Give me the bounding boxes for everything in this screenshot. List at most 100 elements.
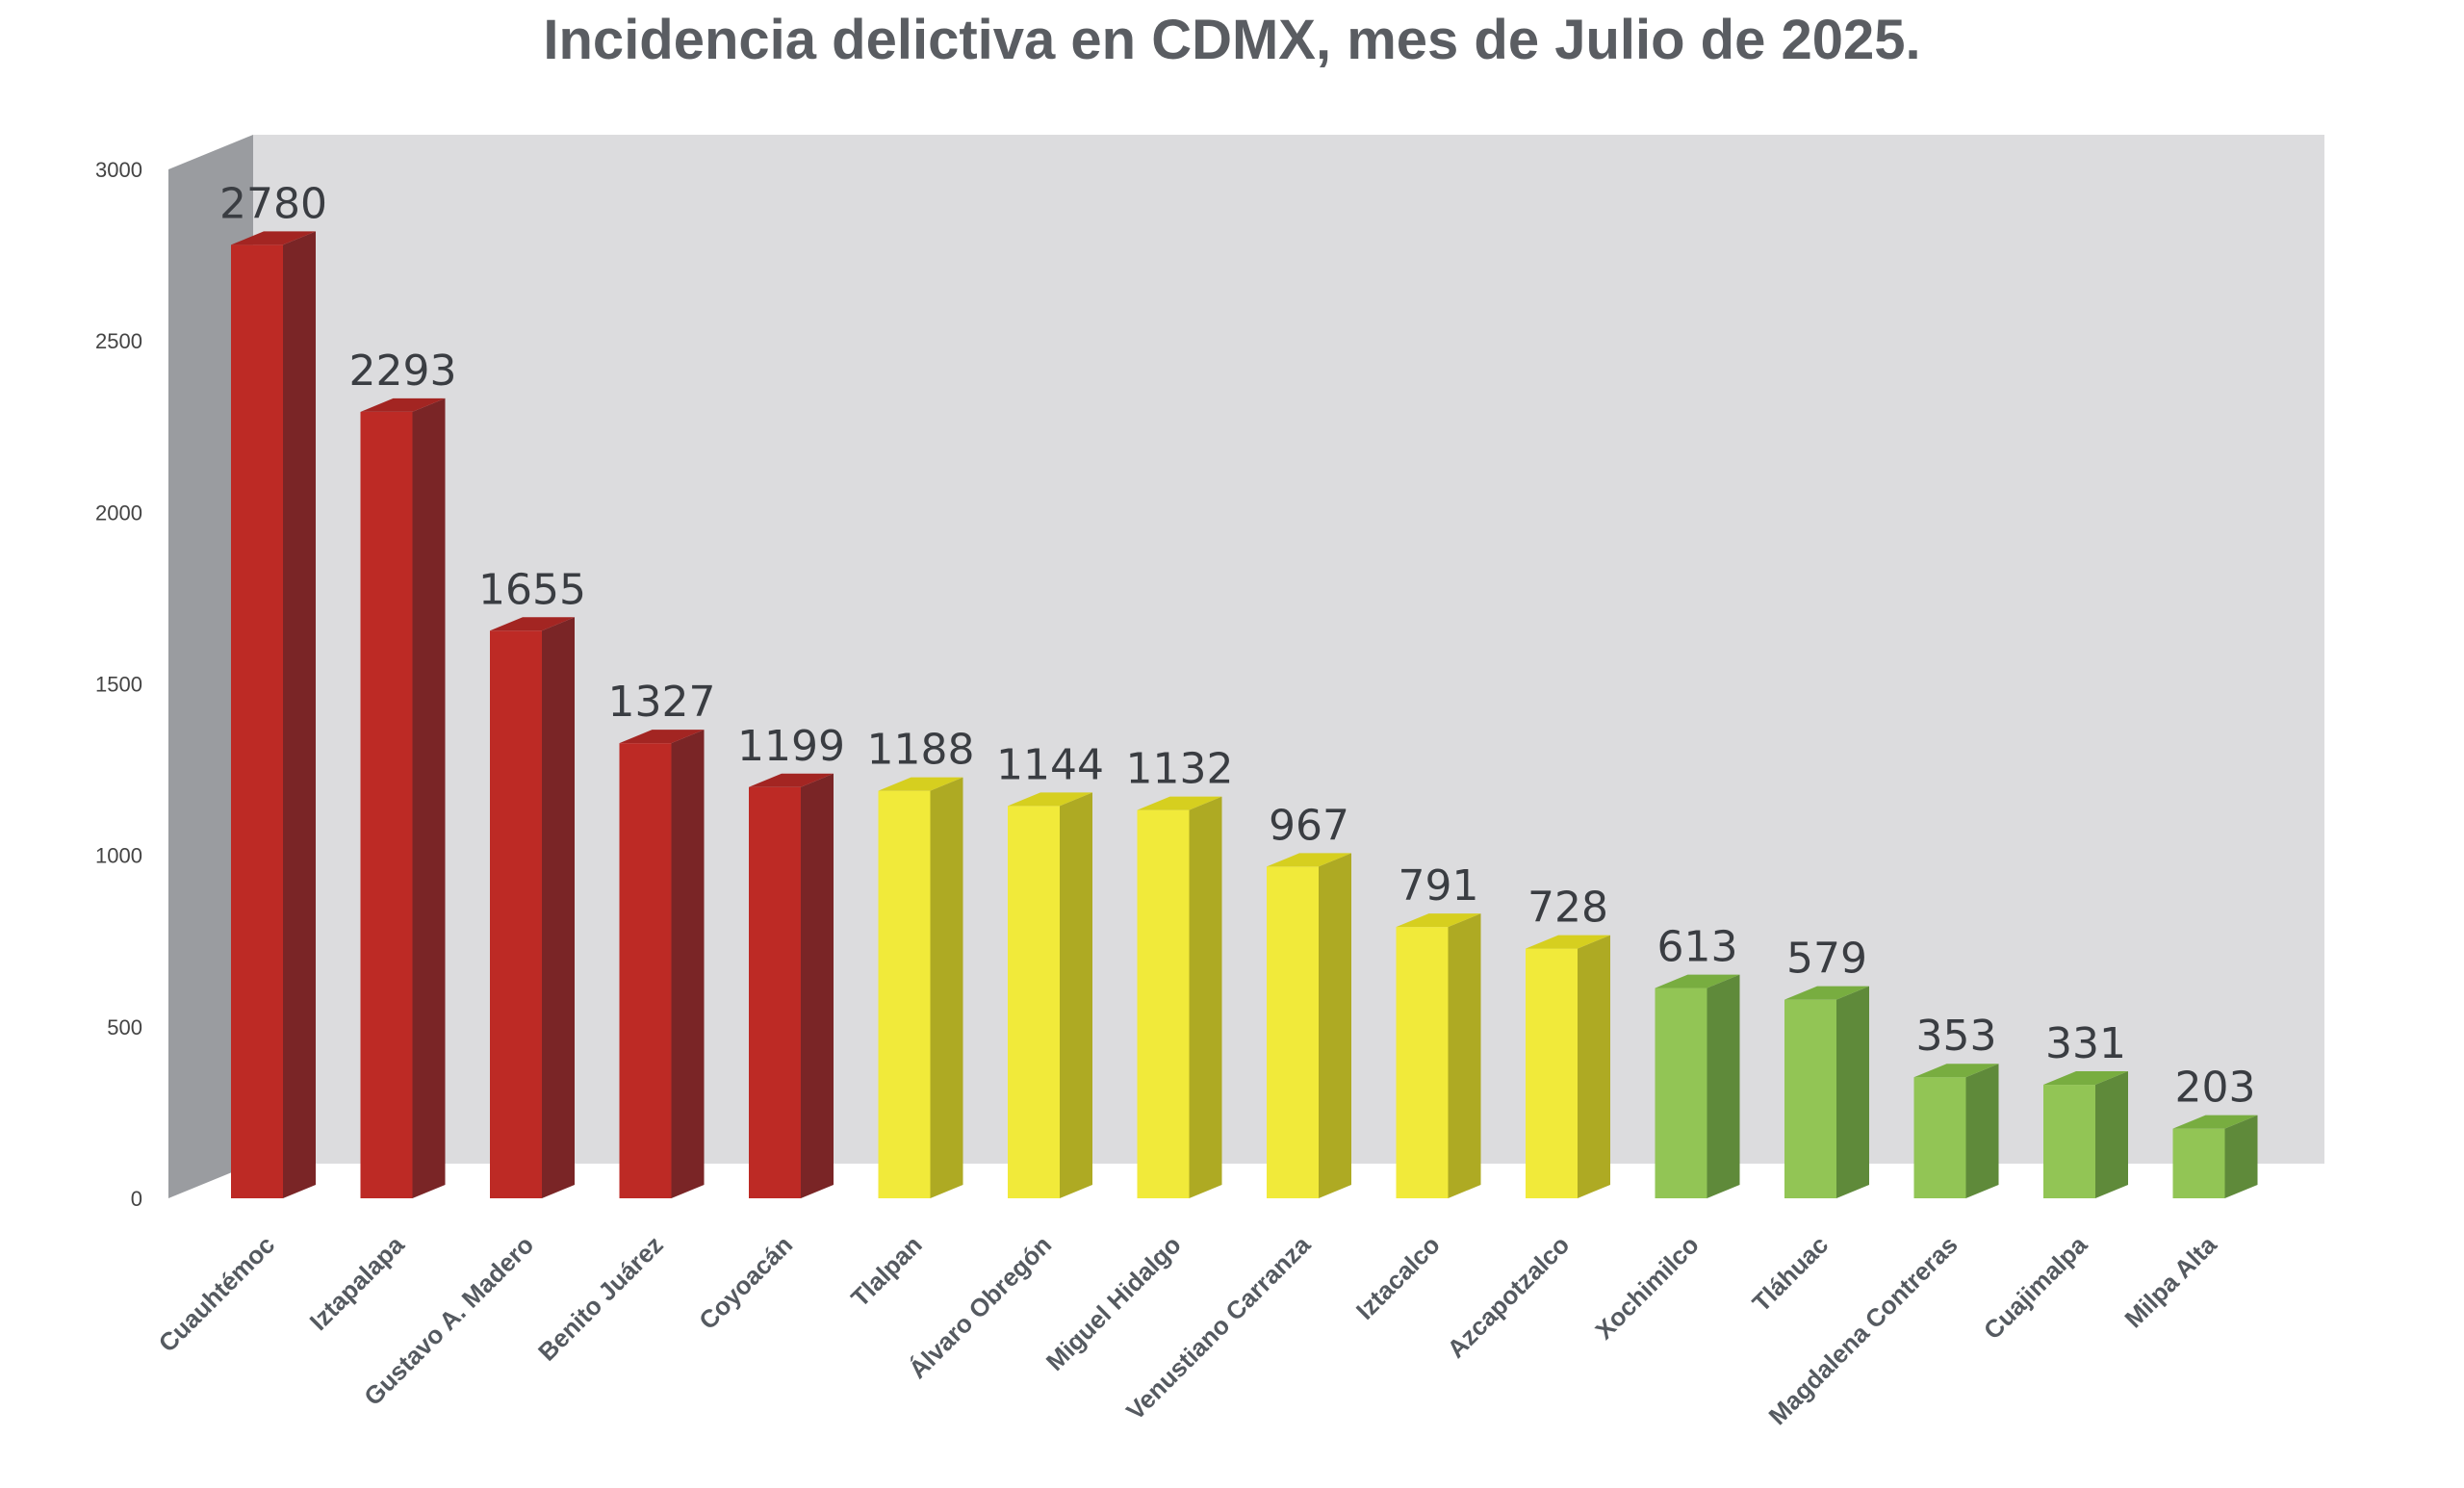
x-tick-label: Iztacalco [1350,1230,1446,1325]
bar [1267,853,1351,1198]
data-label: 1132 [1126,745,1234,794]
bar-front [1137,809,1190,1198]
data-label: 353 [1916,1012,1997,1061]
bar-front [2172,1128,2225,1198]
bar-front [2043,1085,2095,1198]
bar-side [1578,935,1610,1198]
bar-front [1784,999,1836,1198]
x-tick-label: Iztapalapa [304,1230,410,1336]
y-tick-label: 2000 [95,500,142,525]
data-label: 1199 [737,722,845,771]
bar-top [1008,792,1092,807]
bar-side [2224,1115,2258,1198]
bar-top [1784,986,1869,1000]
bar-front [749,786,801,1198]
bar-top [2172,1115,2258,1129]
bar [1526,935,1610,1198]
bar-top [619,730,705,744]
bar-top [1526,935,1610,949]
bar [749,773,834,1198]
data-label: 579 [1786,935,1867,984]
bar-side [1707,974,1740,1198]
data-label: 613 [1657,923,1738,972]
bar-top [1267,853,1351,867]
bar [1784,986,1869,1198]
bar-side [1060,792,1092,1198]
bar [1913,1064,1999,1198]
bar [1008,792,1092,1198]
bar [231,231,316,1199]
bar-top [1655,974,1740,988]
bar-front [878,790,931,1198]
bar-top [1396,913,1481,928]
bar-front [231,244,283,1199]
y-tick-label: 0 [131,1187,142,1211]
x-tick-label: Tláhuac [1747,1230,1835,1318]
bar-top [1137,796,1222,810]
data-label: 1327 [608,678,716,727]
data-label: 203 [2175,1064,2256,1113]
bar-side [671,730,705,1198]
x-tick-label: Miguel Hidalgo [1040,1230,1187,1376]
bar-front [490,630,542,1198]
data-label: 1655 [478,565,586,614]
bar-top [490,617,575,631]
data-label: 1188 [867,726,975,775]
bar [1655,974,1740,1198]
x-tick-label: Cuajimalpa [1978,1230,2093,1346]
y-tick-label: 3000 [95,158,142,182]
x-tick-label: Álvaro Obregón [903,1230,1057,1384]
bar-side [1965,1064,1999,1198]
x-tick-label: Coyoacán [693,1230,798,1335]
y-tick-label: 2500 [95,329,142,353]
x-tick-label: Xochimilco [1589,1230,1704,1345]
x-tick-label: Azcapotzalco [1442,1230,1576,1364]
bar-front [1008,806,1060,1198]
x-tick-label: Milpa Alta [2118,1230,2222,1334]
bar-front [1526,948,1578,1198]
x-tick-label: Cuauhtémoc [153,1230,281,1358]
data-label: 967 [1269,801,1349,850]
bar [490,617,575,1198]
data-label: 1144 [996,740,1104,789]
data-label: 791 [1399,861,1479,911]
bar-front [1267,866,1319,1198]
bar [2172,1115,2258,1198]
bar-side [1189,796,1222,1198]
bar-top [231,231,316,245]
y-tick-label: 1000 [95,844,142,868]
bar-side [283,231,316,1199]
bar-front [1913,1077,1966,1198]
bar [1396,913,1481,1198]
bar-side [1448,913,1481,1198]
data-labels-group: 2780 2293 1655 1327 1199 1188 1144 1132 967 791 72… [219,179,2255,1112]
data-label: 2780 [219,179,327,228]
bar-front [1396,927,1449,1198]
bar [360,398,446,1198]
bar-side [2095,1071,2128,1198]
bar-side [1836,986,1869,1198]
bar-front [619,743,672,1198]
bar [619,730,705,1198]
bar-top [878,777,963,791]
chart-title: Incidencia delictiva en CDMX, mes de Jul… [543,9,1921,71]
bar-side [412,398,446,1198]
data-label: 728 [1527,884,1608,933]
bars-group [231,231,2258,1199]
bar-front [360,411,413,1198]
bar [2043,1071,2128,1198]
data-label: 331 [2045,1019,2126,1068]
bar-side [801,773,834,1198]
bar-top [749,773,834,787]
x-tick-label: Tlalpan [845,1230,928,1313]
y-axis: 0 500 1000 1500 2000 2500 3000 [95,158,142,1211]
y-tick-label: 1500 [95,673,142,697]
bar-top [360,398,446,412]
data-label: 2293 [349,346,457,396]
bar-front [1655,988,1707,1198]
bar [878,777,963,1198]
bar [1137,796,1222,1198]
bar-side [1319,853,1351,1198]
